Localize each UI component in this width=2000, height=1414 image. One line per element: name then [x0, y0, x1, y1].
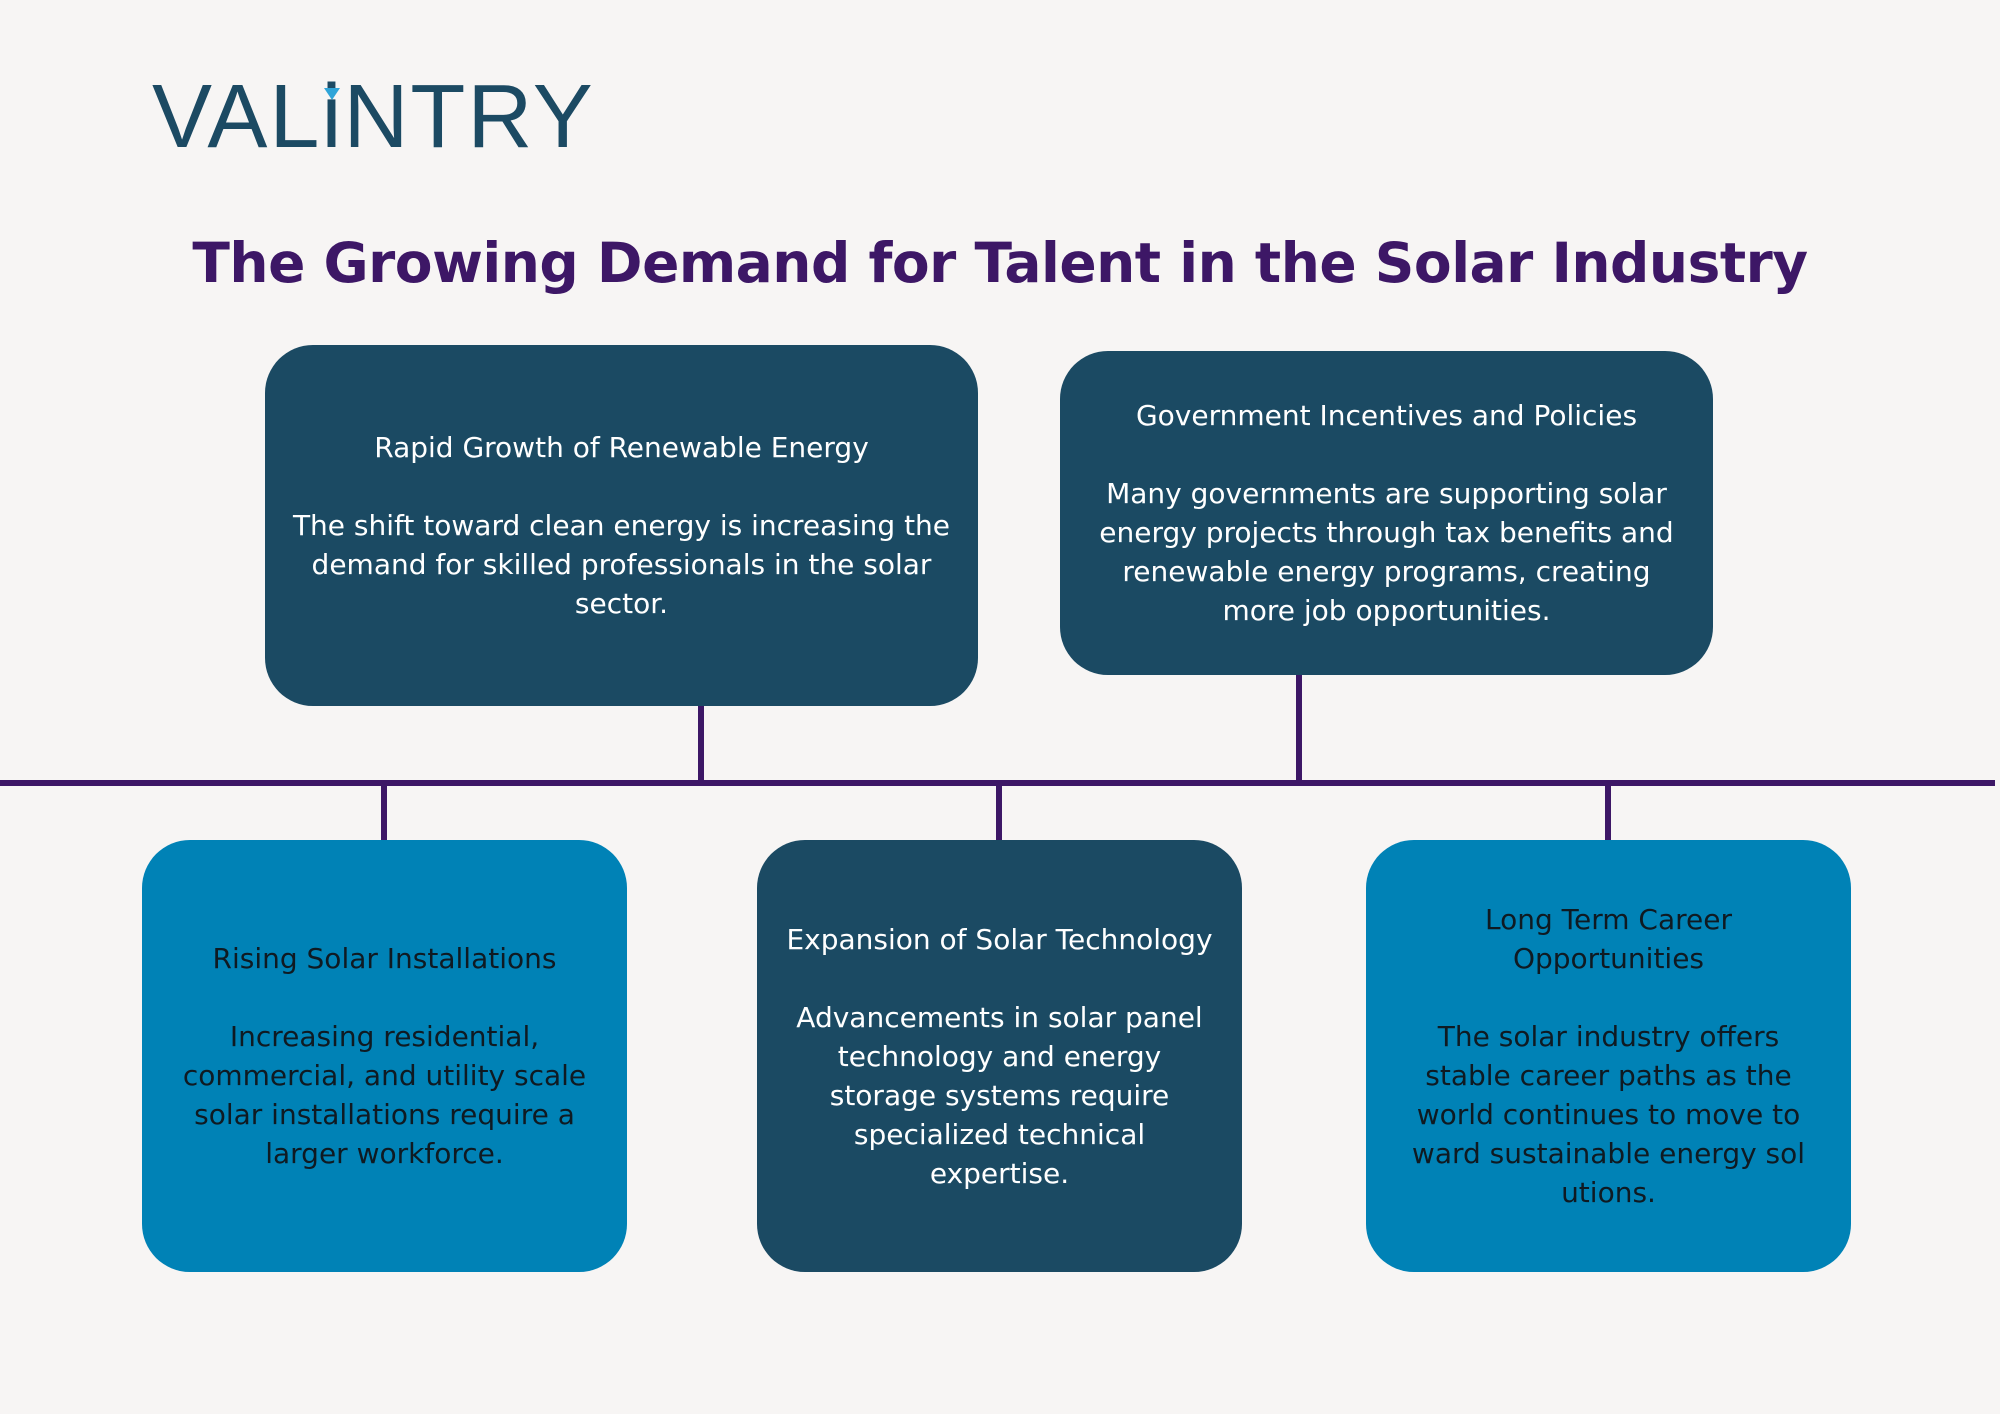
logo-text-i: i — [321, 67, 344, 167]
logo-accent-triangle — [324, 88, 341, 100]
connector-long-term — [1605, 783, 1611, 841]
logo-wordmark: VALi NTRY — [152, 72, 595, 162]
box-rising-installations-heading: Rising Solar Installations — [212, 942, 557, 975]
box-government-text: Many governments are supporting solar en… — [1099, 477, 1674, 627]
connector-rapid-growth — [698, 705, 704, 783]
box-government-heading: Government Incentives and Policies — [1135, 399, 1638, 432]
box-expansion-technology-heading: Expansion of Solar Technology — [786, 922, 1213, 956]
box-rising-installations: Rising Solar Installations Increasing re… — [142, 840, 627, 1272]
box-government: Government Incentives and Policies Many … — [1060, 351, 1713, 675]
box-expansion-technology-text: Advancements in solar panel technology a… — [796, 1000, 1203, 1190]
logo-text-end: NTRY — [343, 67, 595, 167]
valintry-logo: VALi NTRY — [152, 72, 595, 162]
connector-expansion-technology — [996, 783, 1002, 841]
logo-letter-i: i — [321, 72, 343, 162]
box-rising-installations-text: Increasing residential, commercial, and … — [182, 1020, 587, 1170]
box-rapid-growth: Rapid Growth of Renewable Energy The shi… — [265, 345, 978, 706]
box-long-term-text: The solar industry offers stable career … — [1411, 1020, 1806, 1209]
box-long-term-heading: Long Term Career Opportunities — [1485, 903, 1732, 975]
logo-text-start: VAL — [152, 67, 322, 167]
connector-rising-installations — [381, 783, 387, 841]
connector-government — [1296, 673, 1302, 783]
page-title: The Growing Demand for Talent in the Sol… — [192, 231, 1808, 295]
box-rapid-growth-heading: Rapid Growth of Renewable Energy — [374, 431, 869, 464]
box-expansion-technology: Expansion of Solar Technology Advancemen… — [757, 840, 1242, 1272]
box-long-term: Long Term Career Opportunities The solar… — [1366, 840, 1851, 1272]
box-rapid-growth-text: The shift toward clean energy is increas… — [292, 509, 951, 620]
